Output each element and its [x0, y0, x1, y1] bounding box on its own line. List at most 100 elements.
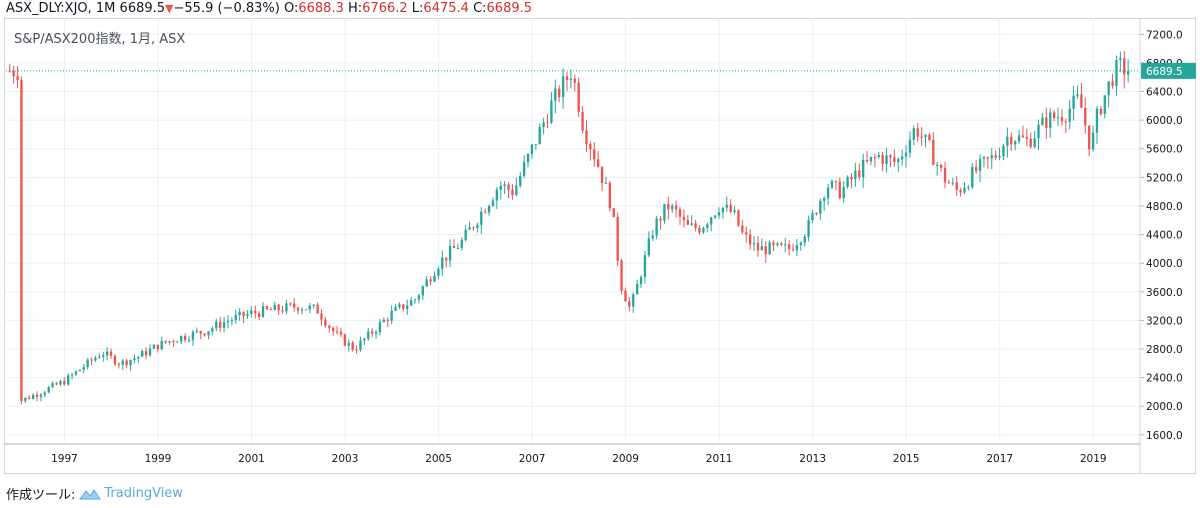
candle-body[interactable]	[900, 156, 904, 160]
candle-body[interactable]	[706, 224, 709, 228]
candle-body[interactable]	[296, 307, 300, 311]
candle-body[interactable]	[398, 304, 401, 308]
candle-body[interactable]	[620, 260, 623, 291]
candle-body[interactable]	[277, 304, 280, 311]
candle-body[interactable]	[819, 200, 822, 214]
candle-body[interactable]	[105, 351, 109, 356]
candle-body[interactable]	[448, 245, 452, 261]
candle-body[interactable]	[102, 355, 105, 357]
candle-body[interactable]	[425, 279, 428, 287]
candle-body[interactable]	[74, 371, 78, 375]
candle-body[interactable]	[43, 392, 46, 395]
candle-body[interactable]	[285, 303, 288, 312]
candle-body[interactable]	[542, 122, 545, 127]
candle-body[interactable]	[507, 184, 510, 190]
candle-body[interactable]	[558, 88, 561, 98]
candle-body[interactable]	[273, 304, 276, 310]
candle-body[interactable]	[897, 159, 900, 163]
candle-body[interactable]	[203, 333, 206, 336]
candle-body[interactable]	[717, 212, 721, 216]
candle-body[interactable]	[246, 313, 249, 317]
candle-body[interactable]	[257, 313, 261, 317]
candle-body[interactable]	[667, 204, 670, 210]
candle-body[interactable]	[963, 187, 966, 193]
candle-body[interactable]	[113, 355, 117, 365]
candle-body[interactable]	[394, 307, 397, 311]
candle-body[interactable]	[565, 76, 569, 81]
candle-body[interactable]	[1088, 125, 1091, 150]
candle-body[interactable]	[912, 128, 915, 140]
candle-body[interactable]	[807, 220, 810, 237]
candle-body[interactable]	[702, 227, 705, 233]
candle-body[interactable]	[129, 360, 132, 366]
candle-body[interactable]	[741, 225, 744, 233]
candle-body[interactable]	[199, 331, 202, 334]
candle-body[interactable]	[799, 242, 802, 246]
candle-body[interactable]	[768, 242, 771, 255]
candle-body[interactable]	[503, 184, 506, 186]
candle-body[interactable]	[881, 154, 884, 164]
candle-body[interactable]	[729, 204, 732, 212]
candle-body[interactable]	[1025, 137, 1029, 139]
candle-body[interactable]	[499, 185, 502, 190]
candle-body[interactable]	[1076, 94, 1079, 96]
candle-body[interactable]	[137, 356, 140, 359]
candle-body[interactable]	[1017, 135, 1021, 142]
candle-body[interactable]	[1041, 117, 1044, 125]
candle-body[interactable]	[242, 311, 245, 317]
candle-body[interactable]	[865, 159, 869, 162]
candle-body[interactable]	[1068, 108, 1071, 122]
candle-body[interactable]	[589, 144, 592, 150]
candle-body[interactable]	[78, 369, 82, 372]
candle-body[interactable]	[347, 342, 350, 346]
candle-body[interactable]	[480, 211, 483, 225]
candle-body[interactable]	[530, 144, 534, 155]
candle-body[interactable]	[1111, 81, 1114, 86]
candle-body[interactable]	[483, 211, 487, 213]
candle-body[interactable]	[148, 348, 152, 356]
candle-body[interactable]	[725, 204, 728, 208]
candle-body[interactable]	[230, 320, 234, 322]
candle-body[interactable]	[382, 319, 386, 323]
candle-body[interactable]	[308, 305, 311, 310]
candle-body[interactable]	[826, 187, 830, 199]
candle-body[interactable]	[990, 155, 993, 159]
candle-body[interactable]	[639, 277, 643, 285]
candle-body[interactable]	[663, 204, 666, 221]
candle-body[interactable]	[90, 359, 93, 361]
candle-body[interactable]	[433, 275, 436, 282]
candle-body[interactable]	[904, 152, 908, 157]
candle-body[interactable]	[339, 332, 343, 335]
candle-body[interactable]	[1033, 138, 1036, 147]
candle-body[interactable]	[959, 190, 962, 193]
candle-body[interactable]	[261, 306, 265, 317]
candle-body[interactable]	[1021, 135, 1025, 138]
candle-body[interactable]	[721, 207, 725, 213]
candle-body[interactable]	[335, 331, 339, 333]
candle-body[interactable]	[472, 227, 475, 229]
candle-body[interactable]	[468, 227, 471, 230]
candle-body[interactable]	[632, 294, 635, 307]
candle-body[interactable]	[951, 182, 954, 184]
candle-body[interactable]	[624, 290, 627, 302]
candle-body[interactable]	[437, 268, 440, 276]
candle-body[interactable]	[803, 236, 806, 243]
candle-body[interactable]	[780, 243, 783, 245]
candle-body[interactable]	[760, 246, 764, 251]
candle-body[interactable]	[109, 351, 113, 356]
candle-body[interactable]	[211, 328, 214, 332]
candle-body[interactable]	[682, 216, 686, 220]
candle-body[interactable]	[694, 223, 697, 228]
candle-body[interactable]	[877, 154, 880, 157]
candle-body[interactable]	[332, 327, 335, 332]
candle-body[interactable]	[1056, 117, 1060, 119]
candle-body[interactable]	[390, 310, 393, 321]
candle-body[interactable]	[534, 144, 537, 146]
candle-body[interactable]	[978, 158, 982, 171]
candle-body[interactable]	[733, 210, 736, 212]
candle-body[interactable]	[815, 213, 818, 215]
candle-body[interactable]	[943, 167, 947, 183]
candle-body[interactable]	[515, 185, 518, 196]
candle-body[interactable]	[328, 325, 331, 328]
candle-body[interactable]	[86, 359, 89, 368]
